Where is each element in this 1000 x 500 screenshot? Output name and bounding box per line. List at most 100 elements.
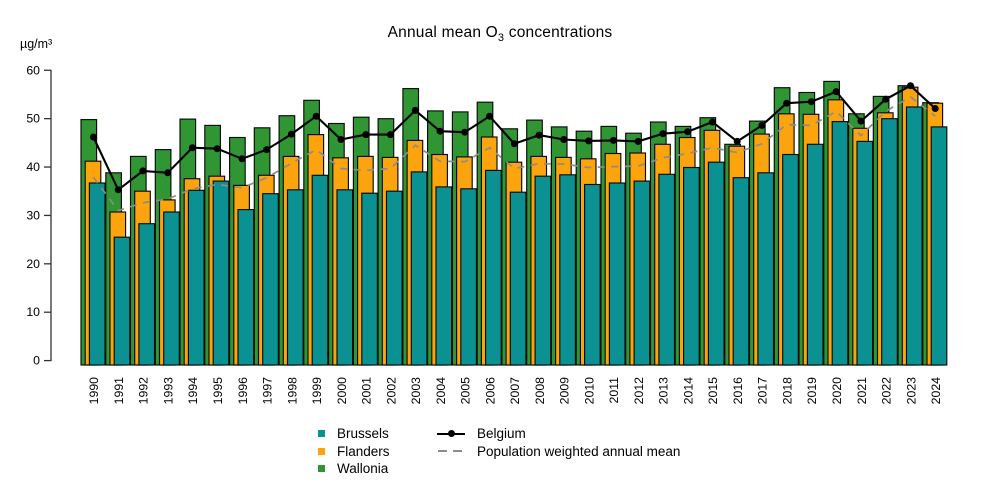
x-tick-label-2008: 2008 — [533, 377, 547, 405]
belgium-point-2015 — [708, 118, 716, 126]
belgium-point-2001 — [362, 131, 370, 139]
x-tick-label-2004: 2004 — [434, 377, 448, 405]
bar-brussels-2003 — [410, 171, 428, 366]
x-tick-label-1994: 1994 — [186, 377, 200, 405]
belgium-point-2008 — [535, 131, 543, 139]
x-tick-label-2014: 2014 — [681, 377, 695, 405]
bar-brussels-2011 — [608, 182, 626, 366]
belgium-point-2016 — [733, 137, 741, 145]
belgium-point-1991 — [114, 186, 122, 194]
chart-title: Annual mean O3 concentrations — [0, 24, 1000, 44]
x-tick-label-1995: 1995 — [211, 377, 225, 405]
belgium-point-2018 — [783, 99, 791, 107]
belgium-point-2000 — [337, 136, 345, 143]
x-tick-label-2006: 2006 — [483, 377, 497, 405]
dashed-line-icon — [437, 447, 465, 456]
belgium-point-2017 — [758, 121, 766, 129]
x-tick-label-1996: 1996 — [236, 377, 250, 405]
belgium-point-2004 — [436, 127, 444, 135]
legend-region-column: Brussels Flanders Wallonia — [318, 425, 390, 478]
x-tick-label-2000: 2000 — [335, 377, 349, 405]
bar-brussels-2013 — [658, 173, 676, 366]
bar-brussels-2020 — [831, 121, 849, 366]
bar-brussels-2001 — [361, 192, 378, 366]
chart-title-subscript: 3 — [497, 32, 505, 45]
belgium-point-2019 — [807, 98, 815, 106]
bar-brussels-1990 — [88, 182, 106, 366]
x-tick-label-2001: 2001 — [360, 377, 374, 405]
chart-svg: 0 10 20 30 40 50 60 1990 1991 1992 1993 1994 1995 199… — [26, 63, 948, 405]
belgium-point-1999 — [312, 112, 320, 120]
x-tick-label-2010: 2010 — [582, 377, 596, 405]
bar-brussels-2004 — [435, 186, 453, 366]
x-tick-label-1998: 1998 — [285, 377, 299, 405]
bar-brussels-2010 — [584, 183, 601, 366]
belgium-point-1995 — [213, 145, 221, 153]
legend-label-pop-weighted: Population weighted annual mean — [477, 443, 681, 459]
belgium-point-2023 — [907, 82, 914, 90]
belgium-point-2010 — [585, 137, 593, 145]
wallonia-swatch-icon — [318, 465, 325, 473]
y-axis-unit-label: µg/m³ — [20, 37, 53, 51]
x-tick-label-1997: 1997 — [261, 377, 275, 405]
legend-item-brussels: Brussels — [318, 425, 390, 443]
x-tick-label-2015: 2015 — [706, 377, 720, 405]
bar-brussels-2019 — [806, 143, 824, 366]
legend-line-column: Belgium Population weighted annual mean — [437, 425, 680, 460]
bar-brussels-2007 — [509, 191, 527, 366]
x-tick-label-2021: 2021 — [855, 377, 869, 405]
belgium-point-2012 — [634, 137, 642, 145]
belgium-point-1993 — [164, 169, 172, 177]
belgium-point-2022 — [882, 95, 890, 103]
bar-brussels-2009 — [559, 174, 576, 366]
x-tick-label-2020: 2020 — [830, 377, 844, 405]
x-tick-label-2016: 2016 — [731, 377, 745, 405]
belgium-point-2013 — [659, 130, 667, 138]
x-tick-label-2018: 2018 — [781, 377, 795, 405]
x-tick-label-2005: 2005 — [459, 377, 473, 405]
belgium-point-2003 — [411, 106, 419, 114]
x-tick-label-2002: 2002 — [384, 377, 398, 405]
y-tick-label: 30 — [26, 208, 40, 222]
x-tick-label-2011: 2011 — [607, 377, 621, 404]
y-tick-label: 10 — [26, 305, 40, 319]
belgium-point-1997 — [263, 146, 271, 154]
bar-brussels-1991 — [113, 236, 131, 366]
chart-title-text-suffix: concentrations — [504, 24, 613, 41]
belgium-point-2005 — [461, 128, 469, 136]
belgium-point-2024 — [931, 105, 939, 112]
belgium-point-2011 — [609, 136, 617, 144]
bar-brussels-2024 — [930, 126, 948, 366]
y-tick-label: 50 — [26, 112, 40, 126]
x-tick-label-1993: 1993 — [162, 377, 176, 405]
y-tick-label: 20 — [26, 257, 40, 271]
bar-brussels-2000 — [336, 189, 354, 366]
chart-title-text: Annual mean O — [387, 24, 498, 41]
belgium-point-2002 — [387, 131, 394, 139]
bar-brussels-2021 — [856, 140, 874, 366]
bar-brussels-2018 — [782, 153, 799, 366]
bar-brussels-2016 — [732, 177, 750, 366]
bar-brussels-2012 — [633, 180, 651, 366]
bar-brussels-2022 — [881, 118, 898, 366]
bar-brussels-2023 — [905, 106, 923, 366]
x-tick-label-2007: 2007 — [508, 377, 522, 405]
belgium-point-2007 — [510, 140, 518, 148]
x-tick-label-2022: 2022 — [880, 377, 894, 405]
legend-item-pop-weighted: Population weighted annual mean — [437, 443, 680, 461]
legend-item-belgium: Belgium — [437, 425, 680, 443]
belgium-line-dot-icon — [437, 429, 465, 438]
x-tick-label-1991: 1991 — [112, 377, 126, 405]
y-tick-label: 0 — [33, 354, 40, 368]
belgium-point-2009 — [560, 136, 568, 143]
x-tick-label-1992: 1992 — [137, 377, 151, 405]
legend-item-wallonia: Wallonia — [318, 460, 390, 478]
flanders-swatch-icon — [318, 447, 325, 455]
x-tick-label-2009: 2009 — [558, 377, 572, 405]
x-tick-label-2003: 2003 — [409, 377, 423, 405]
bar-brussels-1998 — [286, 189, 304, 366]
belgium-point-2020 — [832, 88, 840, 96]
belgium-point-2006 — [486, 112, 494, 120]
x-tick-label-2019: 2019 — [805, 377, 819, 405]
